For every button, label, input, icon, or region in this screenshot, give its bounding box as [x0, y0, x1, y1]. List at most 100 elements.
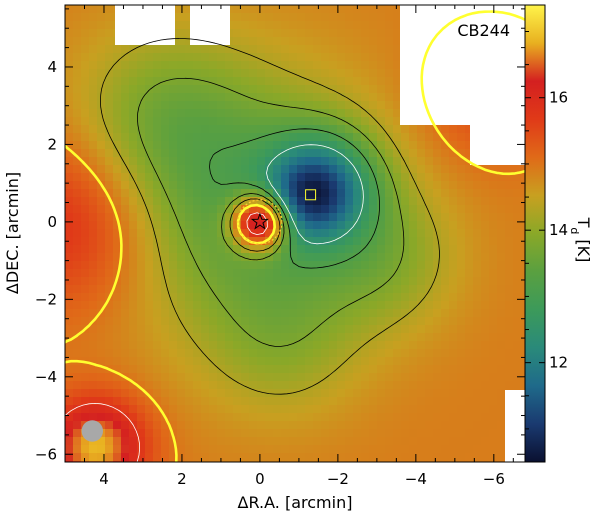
heatmap-cell — [201, 149, 210, 158]
heatmap-cell — [369, 221, 378, 230]
heatmap-cell — [201, 437, 210, 446]
heatmap-cell — [289, 293, 298, 302]
heatmap-cell — [425, 293, 434, 302]
heatmap-cell — [225, 357, 234, 366]
heatmap-cell — [465, 293, 474, 302]
heatmap-cell — [377, 253, 386, 262]
heatmap-cell — [369, 173, 378, 182]
heatmap-cell — [145, 101, 154, 110]
heatmap-cell — [361, 77, 370, 86]
heatmap-cell — [289, 429, 298, 438]
heatmap-cell — [281, 285, 290, 294]
heatmap-cell — [449, 325, 458, 334]
heatmap-cell — [97, 149, 106, 158]
heatmap-cell — [353, 381, 362, 390]
heatmap-cell — [81, 13, 90, 22]
heatmap-cell — [289, 13, 298, 22]
heatmap-cell — [113, 101, 122, 110]
heatmap-cell — [273, 133, 282, 142]
heatmap-cell — [385, 253, 394, 262]
heatmap-cell — [449, 237, 458, 246]
heatmap-cell — [185, 229, 194, 238]
heatmap-cell — [441, 141, 450, 150]
heatmap-cell — [73, 213, 82, 222]
heatmap-cell — [457, 405, 466, 414]
heatmap-cell — [249, 21, 258, 30]
heatmap-cell — [241, 373, 250, 382]
heatmap-cell — [297, 429, 306, 438]
heatmap-cell — [193, 109, 202, 118]
heatmap-cell — [81, 77, 90, 86]
heatmap-cell — [137, 413, 146, 422]
heatmap-cell — [169, 373, 178, 382]
heatmap-cell — [465, 389, 474, 398]
heatmap-cell — [201, 373, 210, 382]
heatmap-cell — [329, 237, 338, 246]
heatmap-cell — [449, 429, 458, 438]
heatmap-cell — [481, 357, 490, 366]
heatmap-cell — [289, 117, 298, 126]
heatmap-cell — [105, 437, 114, 446]
heatmap-cell — [441, 453, 450, 462]
heatmap-cell — [297, 373, 306, 382]
heatmap-cell — [185, 61, 194, 70]
heatmap-cell — [377, 109, 386, 118]
heatmap-cell — [281, 93, 290, 102]
heatmap-cell — [105, 61, 114, 70]
heatmap-cell — [249, 325, 258, 334]
heatmap-cell — [97, 37, 106, 46]
heatmap-cell — [129, 269, 138, 278]
heatmap-cell — [401, 245, 410, 254]
heatmap-cell — [409, 261, 418, 270]
heatmap-cell — [393, 445, 402, 454]
heatmap-cell — [329, 77, 338, 86]
heatmap-cell — [281, 405, 290, 414]
heatmap-cell — [193, 421, 202, 430]
heatmap-cell — [385, 189, 394, 198]
heatmap-cell — [449, 405, 458, 414]
heatmap-cell — [89, 253, 98, 262]
heatmap-cell — [345, 101, 354, 110]
heatmap-cell — [321, 165, 330, 174]
heatmap-cell — [177, 453, 186, 462]
heatmap-cell — [449, 453, 458, 462]
heatmap-cell — [281, 165, 290, 174]
heatmap-cell — [377, 45, 386, 54]
heatmap-cell — [497, 189, 506, 198]
heatmap-cell — [321, 149, 330, 158]
heatmap-cell — [385, 93, 394, 102]
heatmap-cell — [153, 101, 162, 110]
heatmap-cell — [345, 149, 354, 158]
heatmap-cell — [161, 213, 170, 222]
heatmap-cell — [369, 181, 378, 190]
heatmap-cell — [353, 165, 362, 174]
heatmap-cell — [305, 429, 314, 438]
heatmap-cell — [193, 293, 202, 302]
heatmap-cell — [433, 389, 442, 398]
heatmap-cell — [105, 37, 114, 46]
heatmap-cell — [257, 453, 266, 462]
heatmap-cell — [353, 285, 362, 294]
heatmap-cell — [105, 53, 114, 62]
heatmap-cell — [337, 357, 346, 366]
heatmap-cell — [433, 141, 442, 150]
heatmap-cell — [185, 117, 194, 126]
heatmap-cell — [265, 149, 274, 158]
heatmap-cell — [449, 141, 458, 150]
heatmap-cell — [425, 261, 434, 270]
heatmap-cell — [433, 269, 442, 278]
heatmap-cell — [441, 197, 450, 206]
heatmap-cell — [273, 341, 282, 350]
heatmap-cell — [233, 317, 242, 326]
heatmap-cell — [377, 245, 386, 254]
heatmap-cell — [209, 333, 218, 342]
heatmap-cell — [233, 165, 242, 174]
heatmap-cell — [265, 53, 274, 62]
heatmap-cell — [73, 197, 82, 206]
heatmap-cell — [401, 277, 410, 286]
heatmap-cell — [177, 277, 186, 286]
heatmap-cell — [449, 381, 458, 390]
heatmap-cell — [409, 445, 418, 454]
heatmap-cell — [273, 301, 282, 310]
heatmap-cell — [489, 389, 498, 398]
